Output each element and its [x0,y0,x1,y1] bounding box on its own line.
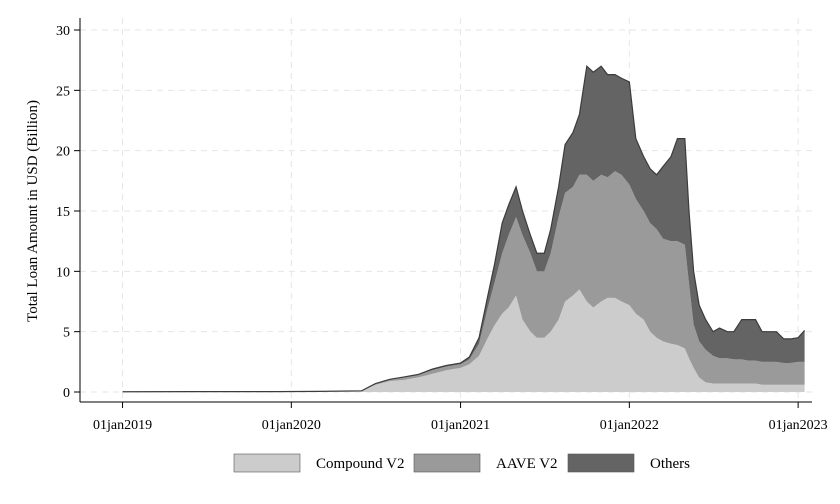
tick-labels: 0 5 10 15 20 25 30 01jan2019 01jan2020 01jan2021 0… [56,24,828,433]
x-tick-label: 01jan2020 [262,418,321,433]
area-others [122,66,805,392]
legend: Compound V2 AAVE V2 Others [233,453,690,473]
y-tick-label: 0 [63,386,70,401]
y-tick-label: 5 [63,326,70,341]
x-tick-label: 01jan2023 [769,418,828,433]
y-tick-label: 20 [56,145,70,160]
y-tick-label: 25 [56,84,70,99]
x-tick-label: 01jan2022 [600,418,659,433]
legend-label: AAVE V2 [496,456,558,472]
y-tick-label: 15 [56,205,70,220]
y-tick-label: 10 [56,265,70,280]
legend-label: Compound V2 [316,456,404,472]
x-tick-label: 01jan2019 [93,418,152,433]
total-outline [122,64,806,393]
legend-label: Others [650,456,690,472]
legend-swatch [567,453,635,473]
x-tick-label: 01jan2021 [431,418,490,433]
area-aave-v2 [122,171,805,392]
legend-swatch [413,453,481,473]
y-axis-title: Total Loan Amount in USD (Billion) [25,100,41,322]
y-tick-label: 30 [56,24,70,39]
area-compound-v2 [122,289,805,392]
legend-swatch [233,453,301,473]
axes [79,18,812,403]
area-series-group [122,64,806,393]
